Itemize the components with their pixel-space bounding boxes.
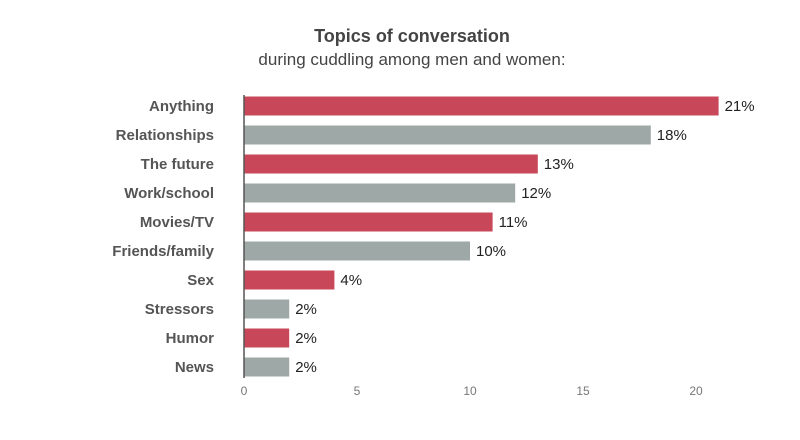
bar xyxy=(244,299,290,319)
value-label: 12% xyxy=(521,185,551,202)
category-label: Friends/family xyxy=(112,243,214,260)
bar xyxy=(244,212,493,232)
category-label: The future xyxy=(141,156,214,173)
value-label: 11% xyxy=(499,214,528,231)
chart-title: Topics of conversation xyxy=(314,26,510,46)
bar xyxy=(244,241,470,261)
category-label: Work/school xyxy=(124,185,214,202)
chart-subtitle: during cuddling among men and women: xyxy=(258,50,566,69)
value-label: 4% xyxy=(340,272,362,289)
bar xyxy=(244,154,538,174)
value-label: 2% xyxy=(295,330,317,347)
value-label: 10% xyxy=(476,243,506,260)
x-tick-label: 20 xyxy=(689,384,703,398)
bar xyxy=(244,183,516,203)
value-label: 2% xyxy=(295,359,317,376)
bar xyxy=(244,125,651,145)
x-tick-label: 15 xyxy=(576,384,590,398)
category-label: Stressors xyxy=(145,301,214,318)
bar xyxy=(244,96,719,116)
bar xyxy=(244,357,290,377)
category-label: Anything xyxy=(149,98,214,115)
category-label: Movies/TV xyxy=(140,214,214,231)
category-label: News xyxy=(175,359,214,376)
x-tick-label: 0 xyxy=(241,384,248,398)
bar xyxy=(244,270,335,290)
value-label: 2% xyxy=(295,301,317,318)
value-label: 18% xyxy=(657,127,687,144)
category-label: Humor xyxy=(166,330,214,347)
category-label: Relationships xyxy=(116,127,214,144)
bar xyxy=(244,328,290,348)
category-label: Sex xyxy=(187,272,214,289)
x-tick-label: 10 xyxy=(463,384,477,398)
x-tick-label: 5 xyxy=(354,384,361,398)
value-label: 13% xyxy=(544,156,574,173)
value-label: 21% xyxy=(725,98,755,115)
